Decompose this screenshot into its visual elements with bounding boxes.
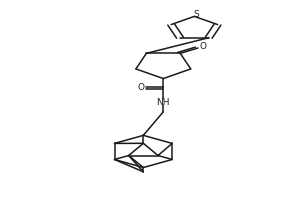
Text: O: O [200,42,207,51]
Text: O: O [137,83,144,92]
Text: NH: NH [157,98,170,107]
Text: S: S [194,10,200,19]
